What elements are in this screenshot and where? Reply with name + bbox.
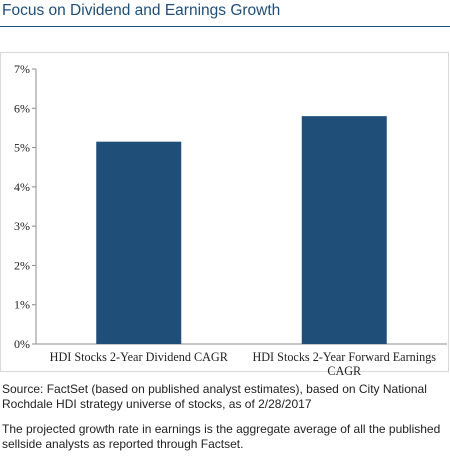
y-tick-label: 6% [14,101,30,115]
title-underline [0,26,450,27]
y-tick-label: 4% [14,180,30,194]
plot-frame [0,52,449,372]
bar-2 [301,116,387,345]
y-tick-label: 7% [14,62,30,76]
bar-chart: 0% 1% 2% 3% 4% 5% 6% 7% HDI Stocks 2-Year Divid… [14,62,447,378]
methodology-note: The projected growth rate in earnings is… [2,422,441,451]
x-category-label: HDI Stocks 2-Year Forward Earnings CAGR [252,350,436,378]
source-footnote: Source: FactSet (based on published anal… [2,382,427,411]
y-tick-label: 1% [14,298,30,312]
x-category-label: HDI Stocks 2-Year Dividend CAGR [50,350,229,364]
y-tick-label: 3% [14,219,30,233]
y-tick-label: 0% [14,337,30,351]
y-tick-label: 5% [14,141,30,155]
y-tick-label: 2% [14,258,30,272]
bar-1 [96,141,182,344]
chart-title: Focus on Dividend and Earnings Growth [2,2,281,19]
